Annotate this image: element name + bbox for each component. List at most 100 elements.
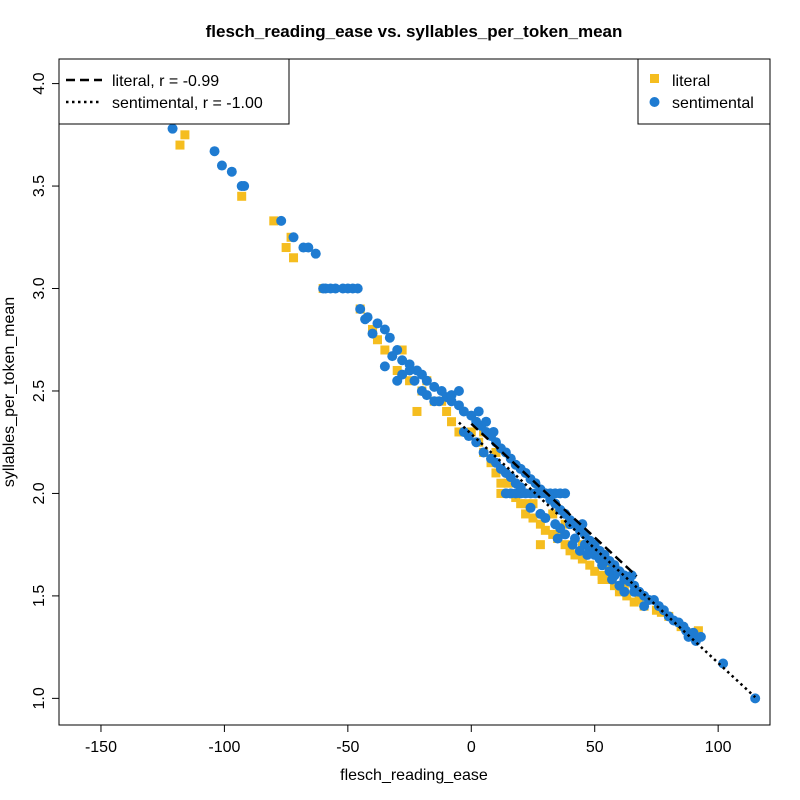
literal-point xyxy=(585,560,595,570)
literal-point xyxy=(392,365,402,375)
sentimental-point xyxy=(288,232,299,243)
literal-point xyxy=(521,509,531,519)
sentimental-point xyxy=(678,621,689,632)
sentimental-point xyxy=(619,586,630,597)
legend-sentimental-fit-label: sentimental, r = -1.00 xyxy=(112,95,263,112)
literal-point xyxy=(237,191,247,201)
sentimental-point xyxy=(488,426,499,437)
literal-point xyxy=(412,406,422,416)
y-tick-label: 1.5 xyxy=(31,585,48,607)
sentimental-point xyxy=(352,283,363,294)
sentimental-point xyxy=(303,242,314,253)
sentimental-point xyxy=(236,181,247,192)
sentimental-point xyxy=(574,545,585,556)
sentimental-point xyxy=(397,355,408,366)
sentimental-point xyxy=(429,381,440,392)
x-tick-label: 0 xyxy=(467,739,476,756)
sentimental-point xyxy=(552,533,563,544)
legend-literal-fit-label: literal, r = -0.99 xyxy=(112,73,219,90)
literal-point xyxy=(372,335,382,345)
sentimental-point xyxy=(695,631,706,642)
sentimental-fit-line xyxy=(458,421,757,699)
literal-point xyxy=(535,540,545,550)
literal-point xyxy=(447,417,457,427)
sentimental-point xyxy=(421,375,432,386)
sentimental-point xyxy=(372,318,383,329)
sentimental-point xyxy=(515,482,526,493)
literal-point xyxy=(175,140,185,150)
sentimental-point xyxy=(226,166,237,177)
y-axis: 1.0 1.5 2.0 2.5 3.0 3.5 4.0 xyxy=(31,72,59,709)
literal-point xyxy=(442,406,452,416)
literal-point xyxy=(528,513,538,523)
point-legend: literal sentimental xyxy=(637,58,771,125)
sentimental-point xyxy=(648,594,659,605)
sentimental-point xyxy=(560,488,571,499)
legend-sentimental-label: sentimental xyxy=(672,95,754,112)
sentimental-point xyxy=(463,431,474,442)
sentimental-point xyxy=(750,693,761,704)
literal-point xyxy=(548,529,558,539)
y-tick-label: 3.5 xyxy=(31,175,48,197)
literal-point xyxy=(577,554,587,564)
sentimental-point xyxy=(367,328,378,339)
sentimental-point xyxy=(607,574,617,585)
sentimental-point xyxy=(471,437,482,448)
literal-point xyxy=(516,499,526,509)
line-legend: literal, r = -0.99 sentimental, r = -1.0… xyxy=(58,58,290,125)
literal-point xyxy=(281,243,291,253)
literal-point xyxy=(496,478,506,488)
sentimental-point xyxy=(404,365,415,376)
literal-point xyxy=(540,525,550,535)
sentimental-point xyxy=(379,361,390,372)
x-tick-label: -50 xyxy=(336,739,359,756)
sentimental-point xyxy=(525,502,536,513)
literal-point xyxy=(180,130,190,140)
literal-point xyxy=(289,253,299,263)
x-tick-label: -100 xyxy=(208,739,240,756)
sentimental-point xyxy=(639,601,650,612)
literal-point xyxy=(535,519,545,529)
legend-literal-label: literal xyxy=(672,73,710,90)
literal-point xyxy=(269,216,279,226)
sentimental-point xyxy=(325,283,336,294)
literal-point xyxy=(597,575,607,585)
sentimental-point xyxy=(577,519,588,530)
sentimental-point xyxy=(355,304,366,315)
sentimental-point xyxy=(216,160,227,171)
sentimental-point xyxy=(209,146,220,157)
y-tick-label: 3.0 xyxy=(31,277,48,299)
legend-literal-square-marker xyxy=(650,74,659,83)
x-axis: -150 -100 -50 0 50 100 xyxy=(85,725,732,756)
literal-point xyxy=(629,597,639,607)
sentimental-point xyxy=(384,332,395,343)
sentimental-point xyxy=(276,215,287,226)
chart-title: flesch_reading_ease vs. syllables_per_to… xyxy=(206,22,623,41)
y-tick-label: 2.5 xyxy=(31,380,48,402)
sentimental-point xyxy=(555,523,566,534)
x-tick-label: 50 xyxy=(586,739,604,756)
sentimental-point xyxy=(421,390,432,401)
literal-point xyxy=(565,546,575,556)
literal-point xyxy=(491,447,501,457)
sentimental-point xyxy=(718,658,729,669)
literal-fit-line xyxy=(470,422,638,578)
sentimental-point xyxy=(387,351,398,362)
x-tick-label: -150 xyxy=(85,739,117,756)
y-tick-label: 1.0 xyxy=(31,687,48,709)
literal-point xyxy=(503,478,513,488)
literal-point xyxy=(570,550,580,560)
y-tick-label: 2.0 xyxy=(31,482,48,504)
literal-point xyxy=(491,468,501,478)
literal-point xyxy=(693,626,703,636)
sentimental-point xyxy=(167,123,178,134)
y-tick-label: 4.0 xyxy=(31,72,48,94)
sentimental-point xyxy=(434,396,445,407)
plot-area xyxy=(137,78,761,704)
x-axis-label: flesch_reading_ease xyxy=(340,767,488,784)
sentimental-point xyxy=(379,324,390,335)
literal-point xyxy=(560,540,570,550)
y-axis-label: syllables_per_token_mean xyxy=(1,297,18,487)
